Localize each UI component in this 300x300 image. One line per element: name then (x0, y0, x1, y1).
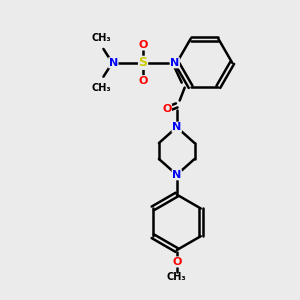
Text: CH₃: CH₃ (92, 82, 111, 93)
Text: O: O (172, 257, 182, 267)
Text: N: N (172, 170, 182, 180)
Text: S: S (139, 56, 148, 69)
Text: O: O (162, 104, 172, 114)
Text: N: N (172, 122, 182, 132)
Text: N: N (170, 58, 179, 68)
Text: CH₃: CH₃ (92, 33, 111, 43)
Text: CH₃: CH₃ (167, 272, 187, 282)
Text: O: O (138, 76, 148, 85)
Text: N: N (109, 58, 118, 68)
Text: O: O (138, 40, 148, 50)
